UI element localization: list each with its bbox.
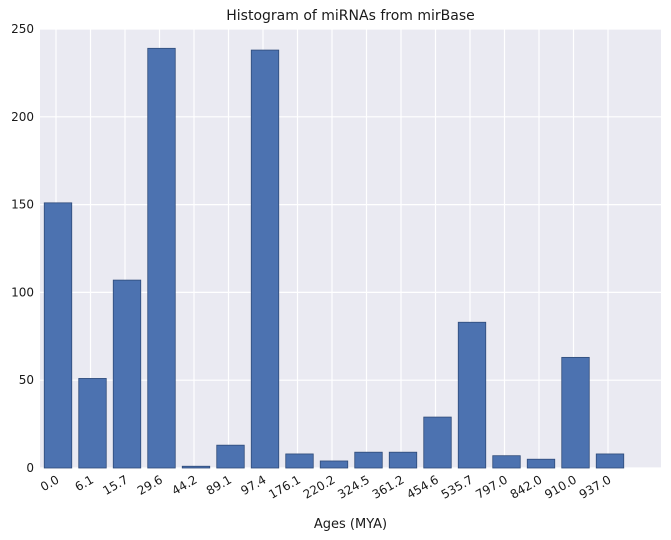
bar-797.0 (492, 455, 521, 469)
bar-89.1 (216, 444, 245, 469)
x-axis-ticks: 0.0 6.1 15.7 29.6 44.2 89.1 97.4176.1220.2324.… (38, 472, 614, 501)
bar-15.7 (112, 279, 142, 469)
x-tick-label: 44.2 (169, 472, 199, 497)
y-tick-label: 50 (19, 373, 34, 387)
x-tick-label: 0.0 (38, 472, 62, 494)
chart-title: Histogram of miRNAs from mirBase (226, 8, 474, 24)
x-tick-label: 842.0 (508, 472, 545, 501)
y-tick-label: 200 (11, 110, 34, 124)
x-tick-label: 797.0 (473, 472, 510, 501)
bar-29.6 (147, 47, 176, 469)
plot-background (40, 29, 661, 468)
bar-535.7 (457, 321, 487, 469)
y-axis-ticks: 0 50 100 150 200 250 (11, 22, 34, 475)
bars (43, 47, 625, 469)
x-tick-label: 361.2 (370, 472, 407, 501)
bar-97.4 (250, 49, 280, 469)
x-tick-label: 937.0 (577, 472, 614, 501)
x-tick-label: 454.6 (404, 472, 441, 501)
x-tick-label: 910.0 (542, 472, 579, 501)
x-tick-label: 97.4 (238, 472, 268, 497)
bar-44.2 (181, 465, 211, 469)
x-tick-label: 176.1 (266, 472, 303, 501)
y-tick-label: 100 (11, 285, 34, 299)
bar-176.1 (285, 453, 314, 469)
bar-6.1 (78, 378, 107, 469)
x-tick-label: 535.7 (439, 472, 476, 501)
bar-910.0 (561, 356, 590, 469)
x-tick-label: 6.1 (72, 472, 96, 494)
x-tick-label: 324.5 (335, 472, 372, 501)
bar-454.6 (423, 416, 452, 469)
bar-937.0 (595, 453, 625, 469)
x-axis-label: Ages (MYA) (314, 517, 387, 532)
x-tick-label: 89.1 (204, 472, 234, 497)
bar-220.2 (319, 460, 349, 469)
bar-842.0 (526, 458, 556, 469)
x-tick-label: 220.2 (301, 472, 338, 501)
bar-361.2 (388, 451, 418, 469)
bar-324.5 (354, 451, 383, 469)
bar-0.0 (43, 202, 73, 469)
y-tick-label: 150 (11, 198, 34, 212)
x-tick-label: 29.6 (135, 472, 165, 497)
y-tick-label: 0 (26, 461, 34, 475)
x-tick-label: 15.7 (100, 472, 130, 497)
y-tick-label: 250 (11, 22, 34, 36)
